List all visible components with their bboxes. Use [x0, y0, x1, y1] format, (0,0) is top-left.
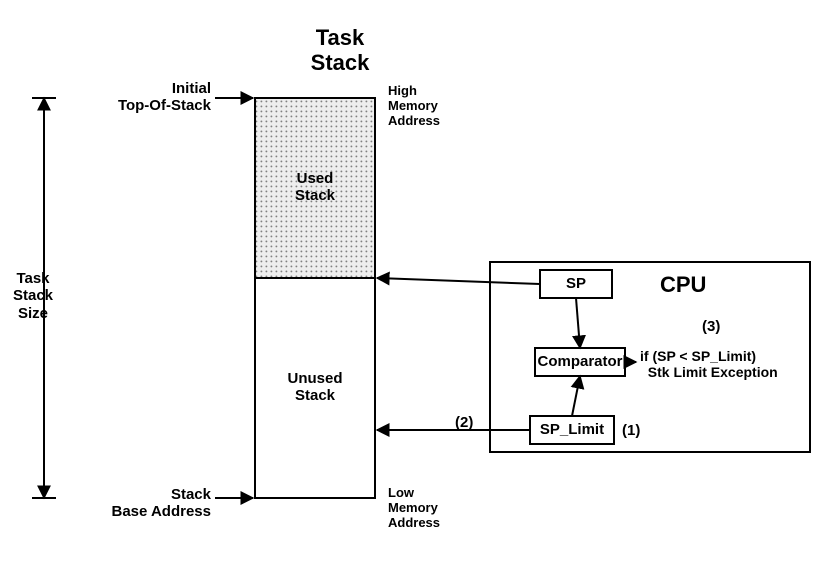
- arrow-splimit-to-comparator: [572, 376, 580, 416]
- label-cpu: CPU: [660, 272, 706, 297]
- diagram-title: Task Stack: [280, 25, 400, 76]
- mark-2: (2): [455, 414, 473, 431]
- label-initial-tos: Initial Top-Of-Stack: [115, 80, 211, 115]
- label-unused-stack: Unused Stack: [255, 370, 375, 405]
- label-task-stack-size: Task Stack Size: [6, 270, 60, 322]
- mark-1: (1): [622, 422, 640, 439]
- sp-box-label: SP: [540, 270, 612, 298]
- label-high-mem: High Memory Address: [388, 84, 440, 129]
- label-stack-base: Stack Base Address: [105, 486, 211, 521]
- label-used-stack: Used Stack: [255, 170, 375, 205]
- mark-3: (3): [702, 318, 720, 335]
- comparator-box-label: Comparator: [535, 348, 625, 376]
- splimit-box-label: SP_Limit: [530, 416, 614, 444]
- arrow-sp-to-comparator: [576, 298, 580, 348]
- label-low-mem: Low Memory Address: [388, 486, 440, 531]
- arrow-sp-to-stack: [377, 278, 540, 284]
- label-exception: if (SP < SP_Limit) Stk Limit Exception: [640, 348, 778, 380]
